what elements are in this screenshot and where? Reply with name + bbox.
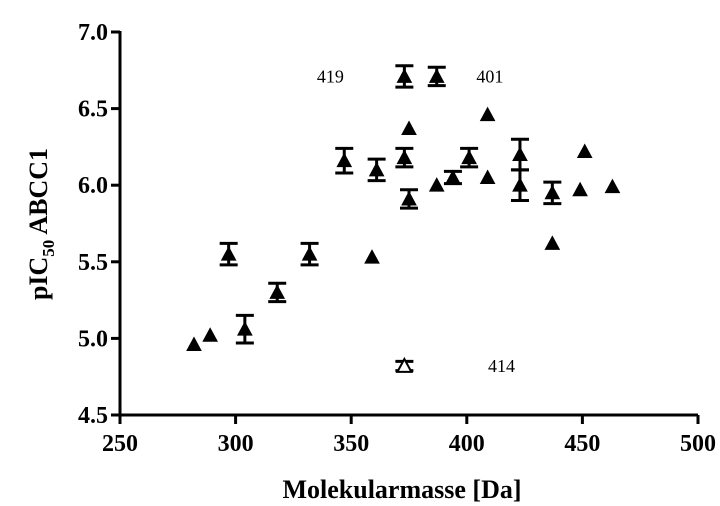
data-point [396, 149, 413, 165]
data-point [512, 177, 528, 192]
data-point [512, 146, 528, 162]
annotations: 419 401 414 [317, 66, 515, 376]
data-point [576, 143, 593, 158]
axes [118, 31, 698, 417]
data-point [445, 169, 461, 184]
annotation-label: 419 [317, 66, 344, 86]
x-axis-title: Molekularmasse [Da] [282, 475, 521, 504]
data-point [301, 246, 318, 261]
y-axis-title-rest: ABCC1 [24, 148, 53, 240]
ticks: 250 300 350 400 450 500 4.5 5.0 5.5 6.0 6.5 7.0 [78, 20, 716, 457]
data-point [396, 68, 413, 83]
data-point [479, 106, 496, 122]
data-point [544, 184, 561, 200]
data-point [220, 246, 237, 261]
y-axis-title: pIC50 ABCC1 [24, 148, 58, 300]
data-point [604, 178, 621, 194]
y-tick-label: 6.5 [78, 97, 108, 123]
y-tick-label: 7.0 [78, 20, 108, 46]
annotation-label: 414 [488, 356, 515, 376]
annotation-label: 401 [476, 66, 503, 86]
data-point [401, 120, 417, 135]
x-tick-label: 300 [218, 431, 254, 457]
y-axis-title-subscript: 50 [39, 240, 58, 257]
y-tick-label: 4.5 [78, 403, 108, 429]
y-tick-label: 5.5 [78, 250, 108, 276]
x-tick-label: 350 [333, 431, 369, 457]
x-tick-label: 450 [564, 431, 600, 457]
x-tick-label: 500 [680, 431, 716, 457]
x-tick-label: 400 [449, 431, 485, 457]
data-point [186, 336, 202, 351]
data-point [336, 152, 353, 168]
data-point [401, 190, 417, 206]
data-points [186, 64, 621, 373]
data-point [572, 181, 588, 197]
data-point [368, 161, 385, 177]
data-point [364, 249, 380, 264]
data-point [237, 321, 253, 336]
y-tick-label: 6.0 [78, 173, 108, 199]
data-point [428, 68, 445, 83]
x-tick-label: 250 [102, 431, 138, 457]
data-point [428, 177, 445, 192]
data-point [461, 149, 477, 165]
data-point [269, 284, 286, 299]
data-point [544, 235, 561, 250]
y-axis-title-main: pIC [24, 257, 53, 300]
data-point-hollow [395, 356, 414, 373]
data-point [202, 327, 219, 342]
y-tick-label: 5.0 [78, 326, 108, 352]
data-point [479, 169, 496, 184]
